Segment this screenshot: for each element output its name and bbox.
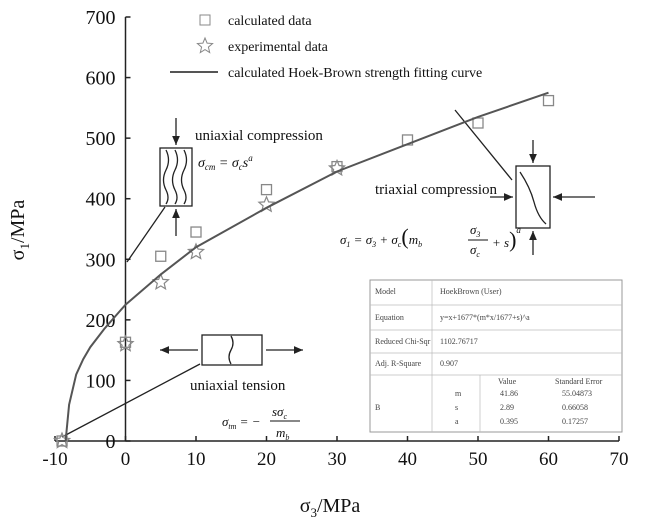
table-cell: 41.86: [500, 389, 518, 398]
x-tick-label: -10: [42, 449, 67, 470]
fit-table: Model HoekBrown (User) Equation y=x+1677*(m…: [369, 279, 623, 433]
table-cell: 1102.76717: [440, 337, 478, 346]
square-point: [155, 250, 167, 262]
table-cell: Adj. R-Square: [375, 359, 422, 368]
table-cell: y=x+1677*(m*x/1677+s)^a: [440, 313, 530, 322]
y-tick-label: 400: [86, 189, 116, 211]
table-cell: 55.04873: [562, 389, 592, 398]
uc-diagram: uniaxial compression σcm = σcsa: [126, 118, 323, 263]
table-header: Standard Error: [555, 377, 603, 386]
table-cell: Reduced Chi-Sqr: [375, 337, 431, 346]
uc-formula: σcm = σcsa: [198, 153, 253, 172]
square-point: [472, 117, 484, 129]
legend-label: calculated Hoek-Brown strength fitting c…: [228, 66, 482, 81]
y-tick-label: 500: [86, 128, 116, 150]
legend-star: [196, 36, 214, 54]
y-tick-label: 100: [86, 370, 116, 392]
x-tick-label: 40: [398, 449, 417, 470]
uc-label: uniaxial compression: [195, 128, 323, 144]
tc-diagram: triaxial compression σ1 = σ3 + σc(mbσ3 σc…: [340, 109, 595, 259]
y-tick-label: 200: [86, 310, 116, 332]
square-point: [260, 183, 273, 196]
table-cell: a: [455, 417, 459, 426]
tc-formula: σ1 = σ3 + σc(mbσ3 σc+ s)a: [340, 222, 521, 259]
x-tick-label: 70: [610, 449, 629, 470]
star-point: [186, 242, 206, 260]
x-tick-label: 30: [328, 449, 347, 470]
table-header: Value: [498, 377, 517, 386]
legend-label: calculated data: [228, 14, 312, 29]
x-tick-label: 10: [187, 449, 206, 470]
ut-label: uniaxial tension: [190, 378, 286, 394]
star-point: [116, 334, 135, 352]
fit-curve: [64, 91, 549, 442]
legend-label: experimental data: [228, 40, 329, 55]
x-tick-label: 50: [469, 449, 488, 470]
y-tick-label: 0: [106, 431, 116, 453]
table-cell: 0.66058: [562, 403, 588, 412]
table-cell: 0.907: [440, 359, 458, 368]
star-point: [52, 431, 72, 449]
table-cell: Equation: [375, 313, 404, 322]
star-point: [151, 272, 170, 291]
x-tick-label: 0: [121, 449, 131, 470]
table-cell: 2.89: [500, 403, 514, 412]
y-tick-label: 700: [86, 7, 116, 29]
y-tick-label: 600: [86, 68, 116, 90]
table-cell: m: [455, 389, 462, 398]
table-cell: 0.395: [500, 417, 518, 426]
table-cell: Model: [375, 287, 397, 296]
square-point: [190, 226, 202, 238]
table-cell: s: [455, 403, 458, 412]
x-tick-label: 20: [257, 449, 276, 470]
table-cell: HoekBrown (User): [440, 287, 502, 296]
y-axis-label: σ1/MPa: [7, 200, 32, 261]
y-tick-label: 300: [86, 249, 116, 271]
legend-square: [199, 14, 211, 26]
table-cell: 0.17257: [562, 417, 588, 426]
square-point: [542, 94, 555, 107]
x-tick-label: 60: [539, 449, 558, 470]
tc-label: triaxial compression: [375, 182, 498, 198]
ut-formula: σtm = −sσc mb: [222, 404, 289, 442]
x-axis-label: σ3/MPa: [300, 495, 361, 520]
table-group: B: [375, 403, 380, 412]
ut-diagram: uniaxial tension σtm = −sσc mb: [61, 334, 303, 442]
